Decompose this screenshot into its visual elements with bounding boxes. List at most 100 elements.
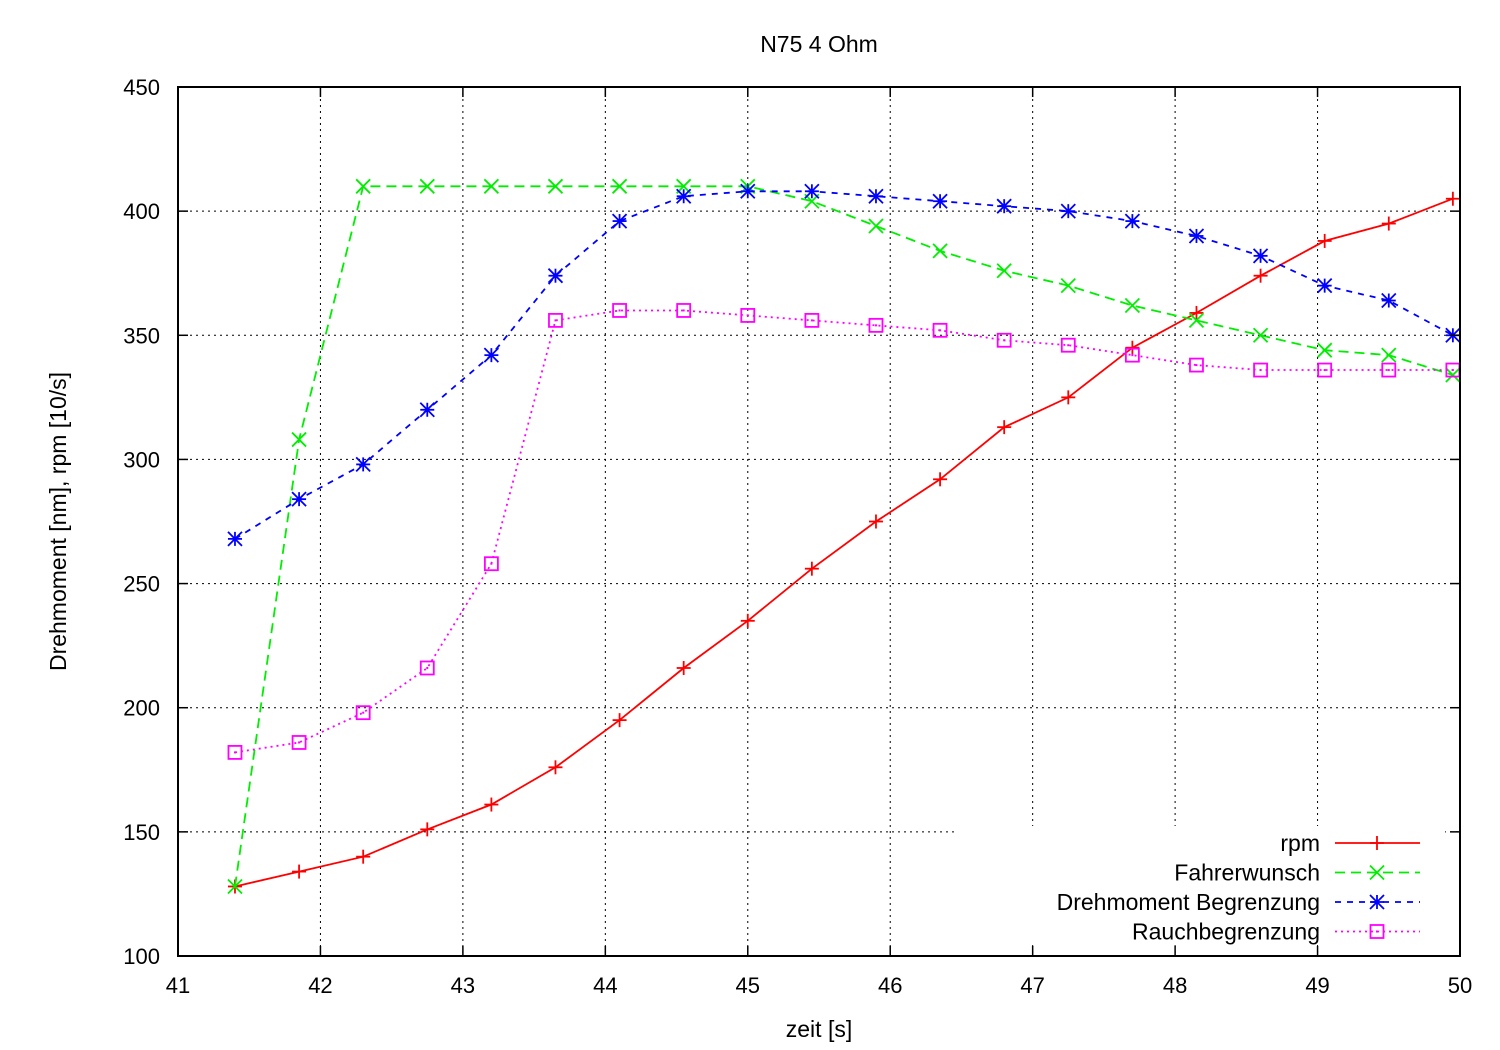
data-point (1252, 248, 1269, 264)
series-line (234, 309, 1453, 754)
data-point (1381, 362, 1397, 378)
data-point (1188, 312, 1205, 329)
x-tick-label: 43 (451, 973, 475, 998)
data-point (868, 317, 884, 333)
data-point (804, 561, 819, 576)
data-point (420, 822, 435, 837)
data-point (997, 420, 1012, 435)
data-point (548, 312, 563, 328)
data-point (611, 213, 628, 229)
grid (178, 87, 1460, 956)
data-point (291, 491, 307, 507)
data-point (1253, 362, 1268, 378)
data-point (1369, 864, 1385, 881)
data-point (1125, 340, 1140, 355)
plot-frame (177, 86, 1461, 957)
data-point (804, 312, 820, 328)
data-point (355, 705, 371, 721)
series-rpm (227, 191, 1460, 894)
data-point (355, 178, 371, 194)
data-point (996, 263, 1012, 279)
legend-entry: rpm (1280, 830, 1420, 856)
data-point (483, 556, 499, 572)
series-line (234, 197, 1454, 888)
x-tick-label: 48 (1163, 973, 1187, 998)
data-point (676, 303, 692, 318)
data-point (419, 178, 435, 194)
data-point (1369, 894, 1385, 910)
data-point (740, 308, 756, 323)
x-tick-label: 41 (166, 973, 190, 998)
y-tick-label: 450 (123, 75, 160, 100)
axis-ticks: 41 42 43 44 45 46 47 48 49 50 100 150 200 250 300 350 40… (123, 75, 1472, 998)
legend-label: Rauchbegrenzung (1132, 919, 1320, 945)
data-point (1317, 342, 1333, 358)
data-point (1445, 367, 1461, 383)
x-tick-label: 46 (878, 973, 902, 998)
series-group (227, 178, 1461, 895)
data-point (1370, 836, 1384, 850)
series-drehmoment-begrenzung (227, 183, 1461, 547)
data-point (740, 183, 756, 199)
data-point (996, 198, 1012, 214)
data-point (932, 243, 948, 259)
y-tick-label: 350 (123, 323, 160, 348)
data-point (1381, 216, 1396, 231)
data-point (612, 303, 627, 318)
data-point (483, 347, 500, 363)
x-tick-label: 42 (308, 973, 332, 998)
series-rauchbegrenzung (227, 303, 1461, 760)
x-tick-label: 44 (593, 973, 617, 998)
data-point (547, 178, 564, 194)
data-point (1252, 327, 1269, 343)
data-point (868, 218, 884, 234)
data-point (868, 188, 884, 204)
data-point (1060, 277, 1076, 294)
legend-background (955, 826, 1445, 944)
y-tick-label: 150 (123, 820, 160, 845)
data-point (932, 193, 948, 209)
data-point (1061, 390, 1076, 405)
data-point (1445, 191, 1460, 206)
data-point (291, 431, 307, 448)
data-point (1188, 228, 1205, 244)
data-point (292, 864, 307, 879)
legend-label: Drehmoment Begrenzung (1057, 889, 1320, 915)
data-point (804, 183, 820, 199)
data-point (548, 760, 563, 775)
data-point (1317, 277, 1333, 294)
data-point (355, 456, 371, 473)
data-point (611, 178, 628, 194)
y-tick-label: 250 (123, 572, 160, 597)
legend-label: rpm (1280, 830, 1320, 856)
series-line (234, 190, 1454, 540)
data-point (932, 322, 948, 338)
data-point (1253, 268, 1268, 283)
data-point (868, 514, 883, 529)
data-point (740, 613, 755, 628)
series-line (234, 185, 1454, 887)
data-point (484, 797, 499, 812)
data-point (227, 745, 243, 760)
data-point (547, 268, 564, 284)
data-point (1189, 305, 1204, 320)
data-point (676, 660, 691, 675)
data-point (612, 713, 627, 728)
legend: rpm Fahrerwunsch Drehmoment Begrenzung Rauc… (1057, 830, 1420, 945)
x-tick-label: 45 (736, 973, 760, 998)
y-tick-label: 200 (123, 696, 160, 721)
data-point (1124, 297, 1141, 314)
data-point (483, 178, 500, 194)
data-point (1381, 292, 1397, 309)
y-tick-label: 300 (123, 447, 160, 472)
data-point (1060, 337, 1076, 353)
data-point (227, 531, 243, 547)
data-point (1369, 924, 1385, 939)
data-point (1060, 203, 1076, 219)
x-tick-label: 47 (1020, 973, 1044, 998)
y-tick-label: 100 (123, 944, 160, 969)
chart-title: N75 4 Ohm (760, 31, 878, 57)
data-point (996, 332, 1012, 348)
data-point (676, 188, 692, 204)
